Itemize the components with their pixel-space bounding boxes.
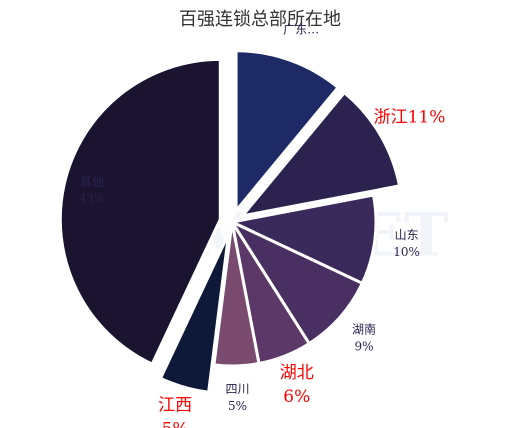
category-label: 四川 xyxy=(226,382,250,396)
category-label: 湖北 xyxy=(280,363,314,383)
pie-slice xyxy=(158,232,231,394)
value-label: 5% xyxy=(228,399,247,413)
pie-slice xyxy=(234,49,341,215)
value-label: 43% xyxy=(79,192,106,206)
category-label: 浙江 xyxy=(374,108,408,128)
pie-slice xyxy=(58,57,222,367)
pie-slice xyxy=(238,90,402,219)
category-label: 江西 xyxy=(158,395,192,415)
value-label: 5% xyxy=(162,419,189,428)
pie-slice xyxy=(227,193,378,286)
value-label: 10% xyxy=(393,245,420,259)
pie-slice xyxy=(212,221,261,368)
pie-slice xyxy=(227,218,365,346)
chart-title: 百强连锁总部所在地 xyxy=(179,9,341,30)
category-label: 其他 xyxy=(80,175,104,189)
category-label: 山东 xyxy=(395,228,419,242)
category-label: 广东… xyxy=(283,23,319,37)
value-label: 6% xyxy=(283,387,310,407)
value-label: 11% xyxy=(408,108,446,128)
category-label: 湖南 xyxy=(352,321,376,336)
value-label: 9% xyxy=(354,339,373,353)
